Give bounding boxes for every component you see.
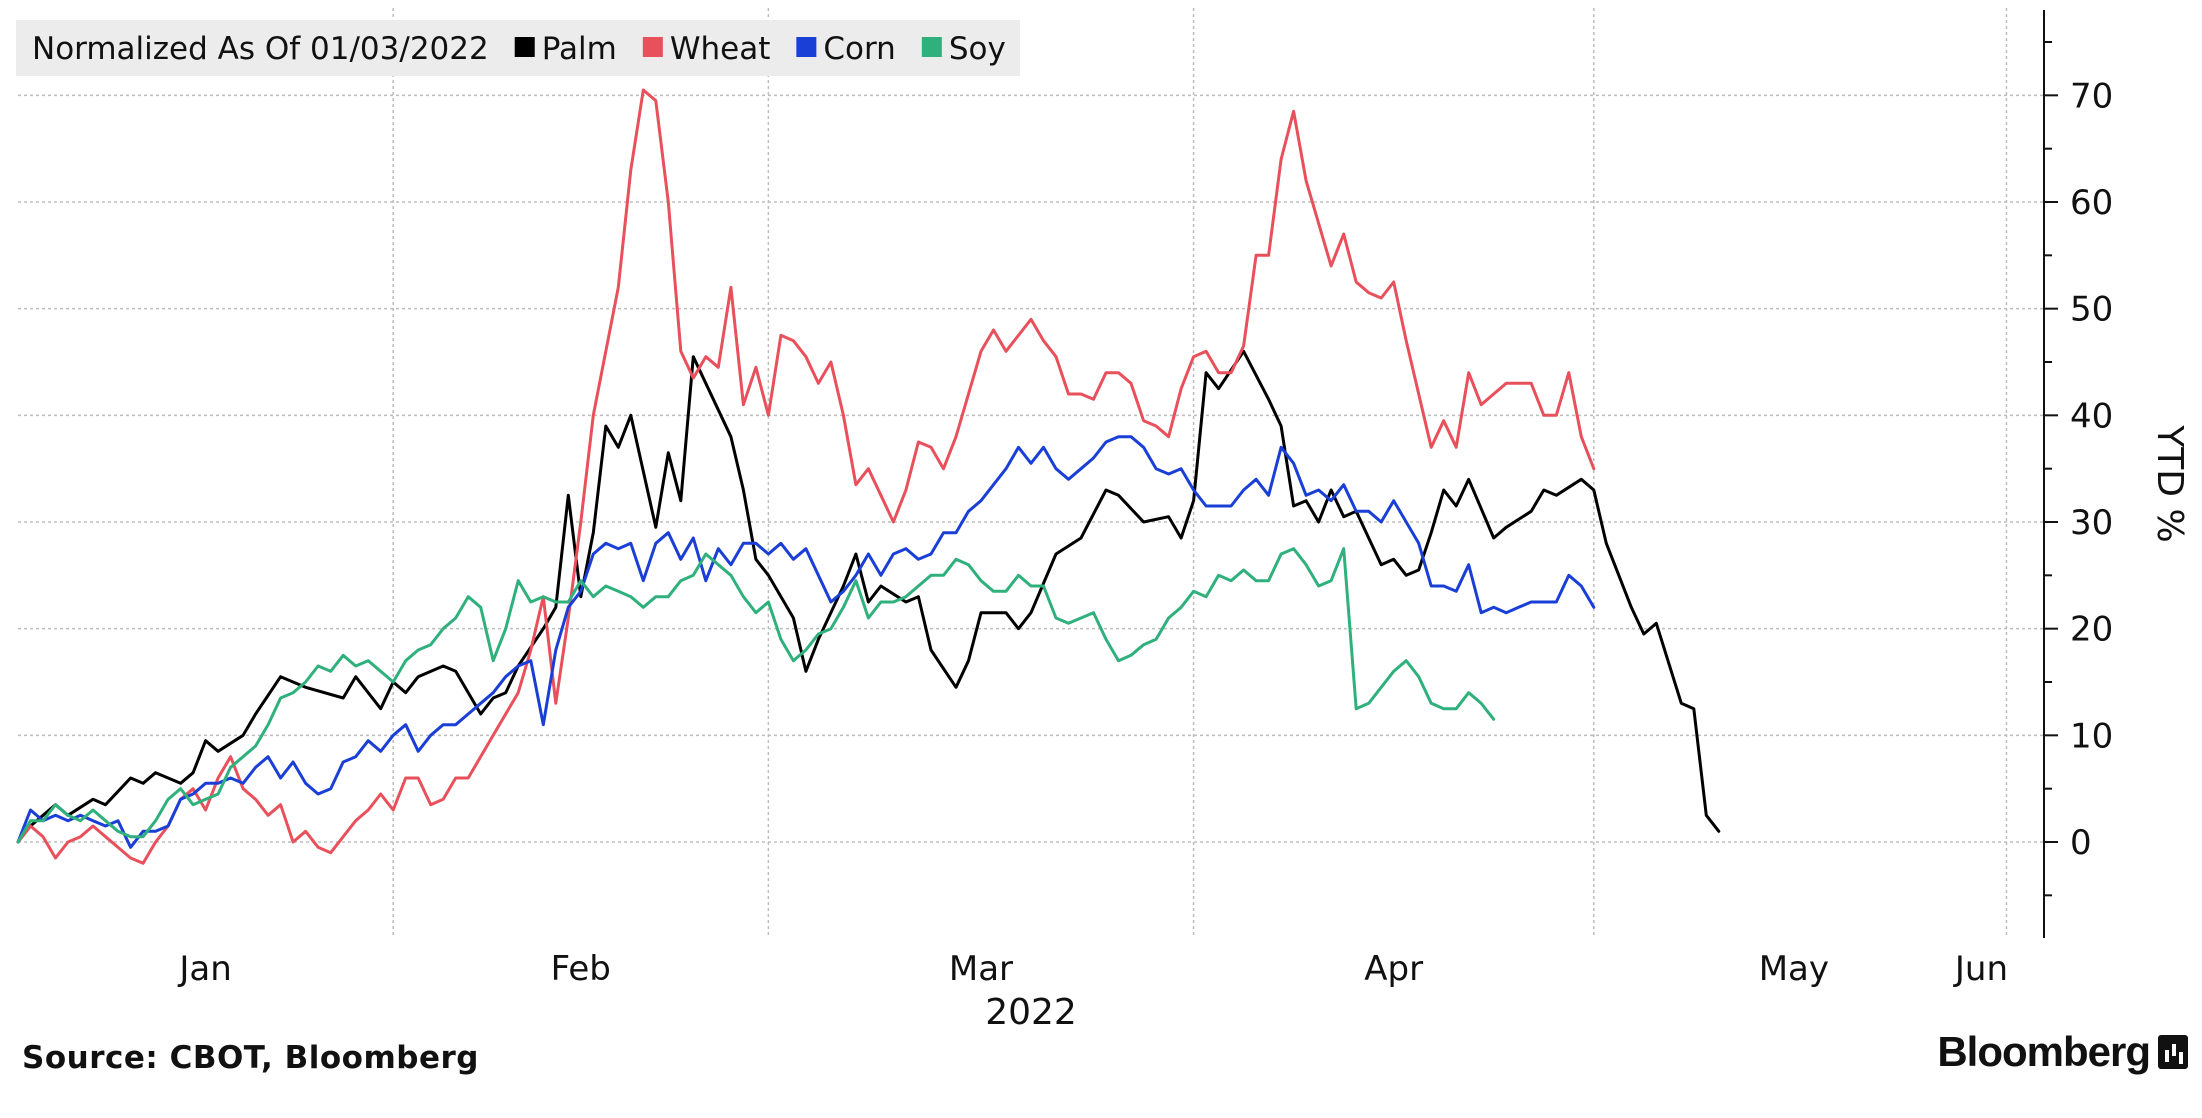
legend-swatch-corn <box>796 37 817 57</box>
legend-prefix: Normalized As Of 01/03/2022 <box>32 31 489 67</box>
grid <box>18 8 2044 938</box>
x-tick-label: May <box>1759 949 1829 989</box>
bloomberg-wordmark: Bloomberg <box>1937 1028 2151 1075</box>
legend-swatch-soy <box>921 37 942 57</box>
series-line-corn <box>16 435 1596 849</box>
x-tick-label: Apr <box>1364 949 1423 989</box>
x-tick-label: Jun <box>1953 949 2008 989</box>
x-axis-title: 2022 <box>985 992 1077 1033</box>
bloomberg-logo: Bloomberg <box>1937 1028 2188 1076</box>
bloomberg-terminal-icon <box>2158 1035 2188 1069</box>
y-axis-title: YTD % <box>2149 424 2190 542</box>
y-tick-label: 0 <box>2070 823 2092 863</box>
x-tick-label: Jan <box>177 949 231 989</box>
series-lines <box>16 88 1721 865</box>
x-tick-label: Feb <box>551 949 611 989</box>
legend-swatch-wheat <box>642 37 663 57</box>
y-tick-label: 60 <box>2070 183 2113 223</box>
series-line-palm <box>16 349 1721 844</box>
source-note: Source: CBOT, Bloomberg <box>22 1040 479 1076</box>
x-tick-label: Mar <box>949 949 1013 989</box>
series-line-soy <box>16 547 1496 844</box>
series-line-wheat <box>16 88 1596 865</box>
y-tick-label: 50 <box>2070 290 2113 330</box>
y-tick-label: 20 <box>2070 610 2113 650</box>
legend-label-wheat: Wheat <box>670 31 771 67</box>
y-tick-label: 40 <box>2070 396 2113 436</box>
legend-swatch-palm <box>514 37 535 57</box>
legend: Normalized As Of 01/03/2022 Palm Wheat Corn… <box>16 20 1020 76</box>
y-tick-label: 30 <box>2070 503 2113 543</box>
legend-label-palm: Palm <box>542 31 617 67</box>
axes: 0 10 20 30 40 50 60 70 YTD % Jan Feb Mar Apr May Jun 20… <box>177 10 2190 1033</box>
legend-label-soy: Soy <box>949 31 1006 67</box>
y-tick-label: 70 <box>2070 76 2113 116</box>
legend-label-corn: Corn <box>823 31 895 67</box>
y-tick-label: 10 <box>2070 716 2113 756</box>
